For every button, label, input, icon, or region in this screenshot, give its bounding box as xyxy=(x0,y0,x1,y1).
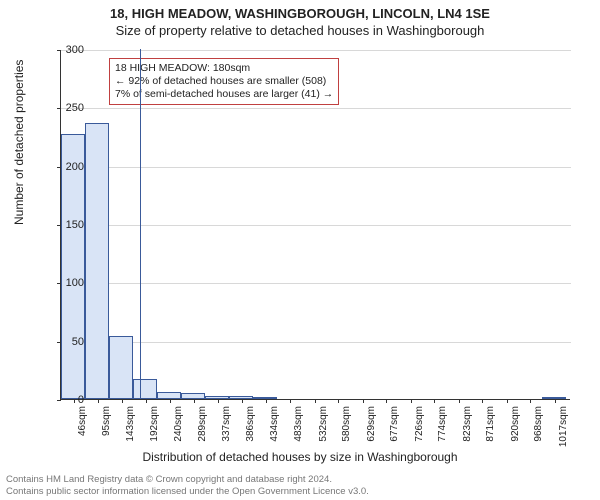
ytick-label: 100 xyxy=(66,277,84,289)
grid-line xyxy=(61,50,571,51)
xtick-label: 240sqm xyxy=(173,406,184,454)
xtick-label: 532sqm xyxy=(318,406,329,454)
xtick-mark xyxy=(338,399,339,403)
xtick-label: 434sqm xyxy=(269,406,280,454)
xtick-label: 726sqm xyxy=(414,406,425,454)
grid-line xyxy=(61,225,571,226)
grid-line xyxy=(61,342,571,343)
ytick-mark xyxy=(57,108,61,109)
xtick-mark xyxy=(170,399,171,403)
xtick-mark xyxy=(218,399,219,403)
title-line1: 18, HIGH MEADOW, WASHINGBOROUGH, LINCOLN… xyxy=(0,0,600,21)
xtick-mark xyxy=(555,399,556,403)
ytick-label: 200 xyxy=(66,161,84,173)
xtick-mark xyxy=(122,399,123,403)
title-line2: Size of property relative to detached ho… xyxy=(0,21,600,42)
ytick-label: 250 xyxy=(66,102,84,114)
ytick-mark xyxy=(57,50,61,51)
xtick-label: 629sqm xyxy=(366,406,377,454)
grid-line xyxy=(61,283,571,284)
annotation-line2: ← 92% of detached houses are smaller (50… xyxy=(115,75,333,88)
xtick-label: 289sqm xyxy=(197,406,208,454)
ytick-mark xyxy=(57,400,61,401)
footer-line1: Contains HM Land Registry data © Crown c… xyxy=(6,474,369,485)
xtick-mark xyxy=(434,399,435,403)
xtick-mark xyxy=(363,399,364,403)
xtick-mark xyxy=(411,399,412,403)
xtick-label: 823sqm xyxy=(462,406,473,454)
ytick-label: 50 xyxy=(72,336,84,348)
xtick-label: 95sqm xyxy=(101,406,112,454)
ytick-label: 0 xyxy=(78,394,84,406)
histogram-bar xyxy=(157,392,181,399)
xtick-mark xyxy=(98,399,99,403)
footer: Contains HM Land Registry data © Crown c… xyxy=(6,474,369,497)
xtick-mark xyxy=(386,399,387,403)
xtick-mark xyxy=(242,399,243,403)
annotation-box: 18 HIGH MEADOW: 180sqm ← 92% of detached… xyxy=(109,58,339,105)
xtick-label: 1017sqm xyxy=(558,406,569,454)
xtick-mark xyxy=(482,399,483,403)
histogram-bar xyxy=(133,379,157,399)
annotation-line1: 18 HIGH MEADOW: 180sqm xyxy=(115,62,333,75)
xtick-label: 337sqm xyxy=(221,406,232,454)
xtick-label: 46sqm xyxy=(77,406,88,454)
xtick-mark xyxy=(459,399,460,403)
xtick-mark xyxy=(146,399,147,403)
xtick-mark xyxy=(74,399,75,403)
ytick-label: 300 xyxy=(66,44,84,56)
marker-line xyxy=(140,49,141,399)
xtick-mark xyxy=(266,399,267,403)
chart-container: 18, HIGH MEADOW, WASHINGBOROUGH, LINCOLN… xyxy=(0,0,600,500)
grid-line xyxy=(61,167,571,168)
xtick-mark xyxy=(194,399,195,403)
xtick-label: 483sqm xyxy=(293,406,304,454)
xtick-label: 968sqm xyxy=(533,406,544,454)
xtick-label: 386sqm xyxy=(245,406,256,454)
histogram-bar xyxy=(61,134,85,399)
plot-region: 18 HIGH MEADOW: 180sqm ← 92% of detached… xyxy=(60,50,570,400)
ytick-label: 150 xyxy=(66,219,84,231)
grid-line xyxy=(61,108,571,109)
chart-area: 18 HIGH MEADOW: 180sqm ← 92% of detached… xyxy=(60,50,570,400)
annotation-line3: 7% of semi-detached houses are larger (4… xyxy=(115,88,333,101)
histogram-bar xyxy=(85,123,109,400)
xtick-label: 580sqm xyxy=(341,406,352,454)
xtick-mark xyxy=(507,399,508,403)
xtick-label: 920sqm xyxy=(510,406,521,454)
xtick-mark xyxy=(290,399,291,403)
xtick-label: 143sqm xyxy=(125,406,136,454)
xtick-mark xyxy=(530,399,531,403)
xtick-label: 774sqm xyxy=(437,406,448,454)
xtick-label: 192sqm xyxy=(149,406,160,454)
xtick-label: 871sqm xyxy=(485,406,496,454)
y-axis-label: Number of detached properties xyxy=(12,60,26,225)
histogram-bar xyxy=(109,336,133,399)
xtick-label: 677sqm xyxy=(389,406,400,454)
footer-line2: Contains public sector information licen… xyxy=(6,486,369,497)
xtick-mark xyxy=(315,399,316,403)
